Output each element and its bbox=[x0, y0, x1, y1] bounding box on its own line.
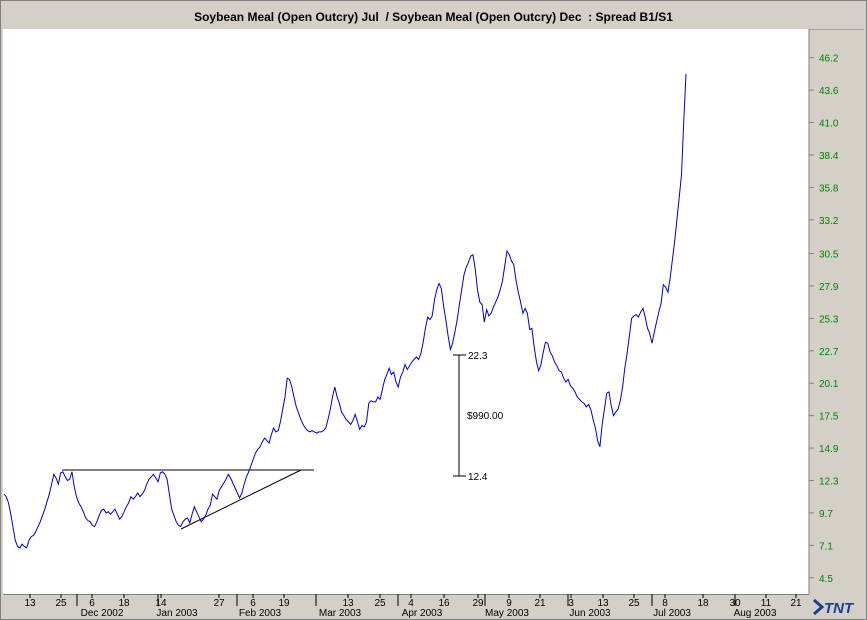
tnt-logo: TNT bbox=[812, 596, 864, 618]
x-month-label: Jul 2003 bbox=[653, 608, 691, 619]
measure-low-label: 12.4 bbox=[468, 472, 488, 483]
chart-title: Soybean Meal (Open Outcry) Jul / Soybean… bbox=[3, 3, 864, 30]
y-tick-label: 14.9 bbox=[819, 444, 839, 455]
x-day-label: 4 bbox=[408, 598, 414, 609]
y-tick-label: 9.7 bbox=[819, 509, 833, 520]
y-tick-label: 43.6 bbox=[819, 86, 839, 97]
y-tick-label: 22.7 bbox=[819, 347, 839, 358]
x-day-label: 13 bbox=[24, 598, 36, 609]
trend-lines bbox=[62, 469, 314, 530]
y-axis: 46.2 43.6 41.0 38.4 35.8 33.2 30.5 27.9 25.3 22.7… bbox=[809, 54, 839, 585]
x-month-label: Jun 2003 bbox=[569, 608, 611, 619]
x-day-label: 6 bbox=[250, 598, 256, 609]
measure-difference-label: $990.00 bbox=[467, 411, 504, 422]
x-day-label: 30 bbox=[729, 598, 741, 609]
x-day-label: 29 bbox=[472, 598, 484, 609]
x-month-label: May 2003 bbox=[485, 608, 529, 619]
spread-series-line bbox=[3, 73, 687, 549]
y-tick-label: 7.1 bbox=[819, 541, 833, 552]
x-day-label: 3 bbox=[568, 598, 574, 609]
y-tick-label: 41.0 bbox=[819, 119, 839, 130]
x-month-label: Mar 2003 bbox=[319, 608, 362, 619]
measure-tool[interactable]: 22.3 12.4 $990.00 bbox=[453, 351, 504, 483]
x-day-label: 19 bbox=[278, 598, 290, 609]
y-tick-label: 46.2 bbox=[819, 54, 839, 65]
plot-area bbox=[3, 29, 809, 594]
x-day-label: 27 bbox=[213, 598, 225, 609]
support-trendline bbox=[180, 469, 302, 530]
measure-high-label: 22.3 bbox=[468, 351, 488, 362]
y-tick-label: 17.5 bbox=[819, 412, 839, 423]
y-tick-label: 27.9 bbox=[819, 282, 839, 293]
x-day-label: 6 bbox=[89, 598, 95, 609]
x-day-label: 21 bbox=[534, 598, 546, 609]
y-tick-label: 25.3 bbox=[819, 314, 839, 325]
x-day-label: 13 bbox=[597, 598, 609, 609]
y-tick-label: 38.4 bbox=[819, 151, 839, 162]
y-tick-label: 20.1 bbox=[819, 379, 839, 390]
x-day-label: 18 bbox=[697, 598, 709, 609]
y-tick-label: 33.2 bbox=[819, 216, 839, 227]
x-day-label: 25 bbox=[628, 598, 640, 609]
x-day-label: 18 bbox=[118, 598, 130, 609]
logo-text: TNT bbox=[824, 600, 855, 617]
x-month-label: Aug 2003 bbox=[734, 608, 777, 619]
x-day-label: 9 bbox=[506, 598, 512, 609]
x-month-label: Dec 2002 bbox=[81, 608, 124, 619]
y-tick-label: 30.5 bbox=[819, 250, 839, 261]
y-tick-label: 12.3 bbox=[819, 477, 839, 488]
x-axis: 13 25 6 18 14 27 6 19 13 25 4 16 29 9 21 3 13 25 8 18 30 11 21… bbox=[24, 594, 802, 619]
x-month-label: Jan 2003 bbox=[156, 608, 198, 619]
y-tick-label: 4.5 bbox=[819, 574, 833, 585]
x-day-label: 11 bbox=[761, 598, 772, 609]
x-day-label: 8 bbox=[662, 598, 668, 609]
x-month-label: Feb 2003 bbox=[239, 608, 282, 619]
x-day-label: 21 bbox=[790, 598, 802, 609]
x-day-label: 13 bbox=[342, 598, 354, 609]
x-day-label: 25 bbox=[374, 598, 386, 609]
x-month-label: Apr 2003 bbox=[402, 608, 443, 619]
x-day-label: 14 bbox=[155, 598, 167, 609]
y-tick-label: 35.8 bbox=[819, 183, 839, 194]
x-axis-area bbox=[3, 594, 809, 618]
logo-chevron-icon bbox=[813, 598, 825, 616]
x-day-label: 16 bbox=[438, 598, 450, 609]
x-day-label: 25 bbox=[55, 598, 67, 609]
